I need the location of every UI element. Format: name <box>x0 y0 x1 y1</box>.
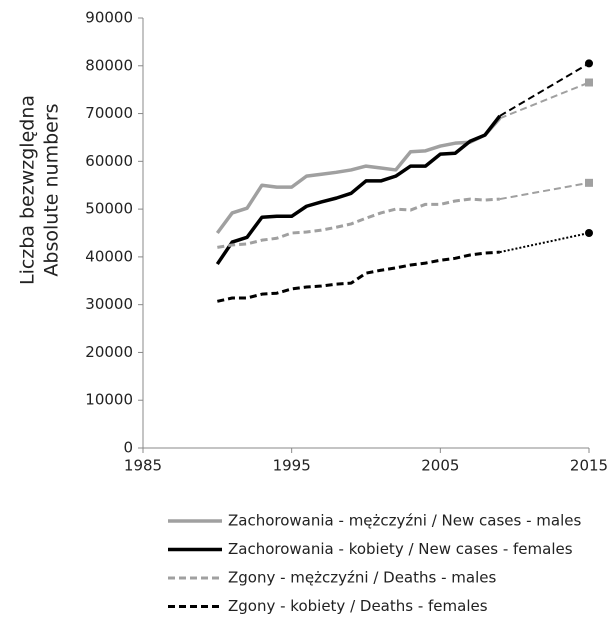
series-line <box>215 114 502 266</box>
y-tick-label: 80000 <box>85 56 133 74</box>
projection-marker <box>585 178 593 187</box>
projection-marker <box>585 59 593 68</box>
series-line <box>215 117 502 235</box>
legend-label: Zgony - mężczyźni / Deaths - males <box>228 569 496 587</box>
y-tick-label: 90000 <box>85 9 133 27</box>
legend-label: Zachorowania - mężczyźni / New cases - m… <box>228 512 581 530</box>
x-tick-label: 2015 <box>570 457 608 475</box>
x-tick-label: 1985 <box>124 457 162 475</box>
y-tick-label: 20000 <box>85 343 133 361</box>
y-tick-label: 10000 <box>85 391 133 409</box>
y-tick-label: 40000 <box>85 247 133 265</box>
y-tick-label: 30000 <box>85 295 133 313</box>
projection-marker <box>585 78 593 87</box>
projection-line <box>499 62 590 117</box>
y-axis-title: Liczba bezwzględna <box>17 95 39 285</box>
y-tick-label: 0 <box>123 439 133 457</box>
projection-marker <box>585 229 593 237</box>
projection-line <box>499 181 590 201</box>
projection-line <box>499 232 590 254</box>
y-tick-label: 60000 <box>85 152 133 170</box>
y-axis-title: Absolute numbers <box>41 103 63 276</box>
series-line <box>217 197 500 249</box>
x-tick-label: 1995 <box>273 457 311 475</box>
y-tick-label: 50000 <box>85 200 133 218</box>
y-tick-label: 70000 <box>85 104 133 122</box>
legend-label: Zachorowania - kobiety / New cases - fem… <box>228 540 573 558</box>
projection-line <box>499 81 590 120</box>
x-tick-label: 2005 <box>421 457 459 475</box>
legend-label: Zgony - kobiety / Deaths - females <box>228 597 488 615</box>
series-line <box>217 250 500 303</box>
